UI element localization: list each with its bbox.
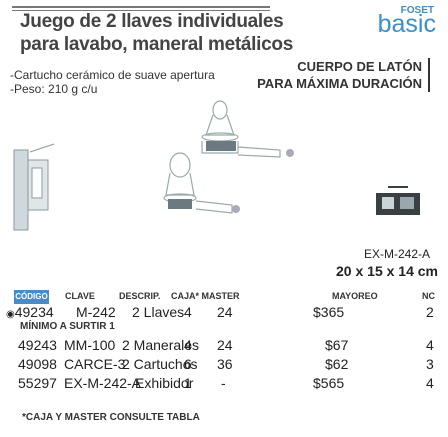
row-desc: 2 Cartuchos xyxy=(122,356,198,372)
row-nc: 4 xyxy=(426,337,434,353)
row-master: 36 xyxy=(217,356,233,372)
table-header: CÓDIGO CLAVE DESCRIP. CAJA* MASTER MAYOR… xyxy=(14,290,444,304)
title-line-2: para lavabo, maneral metálicos xyxy=(20,34,293,55)
callout-line-2: PARA MÁXIMA DURACIÓN xyxy=(257,76,422,91)
header-caja-master: CAJA* MASTER xyxy=(171,291,240,301)
row-nc: 2 xyxy=(426,304,434,320)
header-mayoreo: MAYOREO xyxy=(332,291,378,301)
row-code: ◉49234 xyxy=(6,304,54,320)
row-code: 55297 xyxy=(18,375,57,391)
cartridge-image-left xyxy=(13,143,55,231)
exhibitor-image-right xyxy=(376,186,420,215)
row-master: 24 xyxy=(217,337,233,353)
brand-basic-logo: basic xyxy=(377,10,436,38)
product-model: EX-M-242-A xyxy=(363,247,430,261)
row-master: - xyxy=(221,375,226,391)
minimum-note: MÍNIMO A SURTIR 1 xyxy=(20,321,115,332)
row-mayoreo: $365 xyxy=(313,304,345,320)
brass-body-callout: CUERPO DE LATÓN PARA MÁXIMA DURACIÓN xyxy=(257,58,430,92)
row-caja: 6 xyxy=(184,356,192,372)
title-line-1: Juego de 2 llaves individuales xyxy=(20,11,284,32)
callout-line-1: CUERPO DE LATÓN xyxy=(297,59,422,74)
row-desc: 2 Manerales xyxy=(122,337,200,353)
row-clave: CARCE-3 xyxy=(64,356,126,372)
product-dimensions: 20 x 15 x 14 cm xyxy=(336,263,438,279)
table-row: 55297 EX-M-242-A Exhibidor 1 - $565 4 xyxy=(0,375,448,391)
row-code: 49098 xyxy=(18,356,57,372)
row-nc: 3 xyxy=(426,356,434,372)
footnote: *CAJA Y MASTER CONSULTE TABLA xyxy=(22,412,200,423)
header-nc: NC xyxy=(422,291,435,301)
faucet-handle-image-center xyxy=(163,100,294,214)
row-caja: 1 xyxy=(184,375,192,391)
feature-weight: -Peso: 210 g c/u xyxy=(10,82,98,96)
row-desc: Exhibidor xyxy=(135,375,194,391)
row-caja: 4 xyxy=(184,337,192,353)
row-desc: 2 Llaves xyxy=(132,304,185,320)
row-mayoreo: $67 xyxy=(325,337,349,353)
brand-foset: FOSET xyxy=(400,5,434,16)
table-row: 49243 MM-100 2 Manerales 4 24 $67 4 xyxy=(0,337,448,353)
row-code: 49243 xyxy=(18,337,57,353)
row-master: 24 xyxy=(217,304,233,320)
row-nc: 4 xyxy=(426,375,434,391)
code-badge: CÓDIGO xyxy=(14,290,49,304)
top-rule xyxy=(12,6,270,8)
row-mayoreo: $62 xyxy=(325,356,349,372)
registered-icon: ◉ xyxy=(6,309,15,320)
header-clave: CLAVE xyxy=(65,291,95,301)
table-row: 49098 CARCE-3 2 Cartuchos 6 36 $62 3 xyxy=(0,356,448,372)
row-clave: EX-M-242-A xyxy=(64,375,142,391)
table-row: ◉49234 M-242 2 Llaves 4 24 $365 2 xyxy=(0,304,448,320)
row-caja: 4 xyxy=(184,304,192,320)
row-mayoreo: $565 xyxy=(313,375,345,391)
row-clave: MM-100 xyxy=(64,337,116,353)
top-rule-thin xyxy=(12,10,270,11)
feature-cartridge: -Cartucho cerámico de suave apertura xyxy=(10,68,215,82)
row-clave: M-242 xyxy=(76,304,116,320)
header-descrip: DESCRIP. xyxy=(119,291,161,301)
